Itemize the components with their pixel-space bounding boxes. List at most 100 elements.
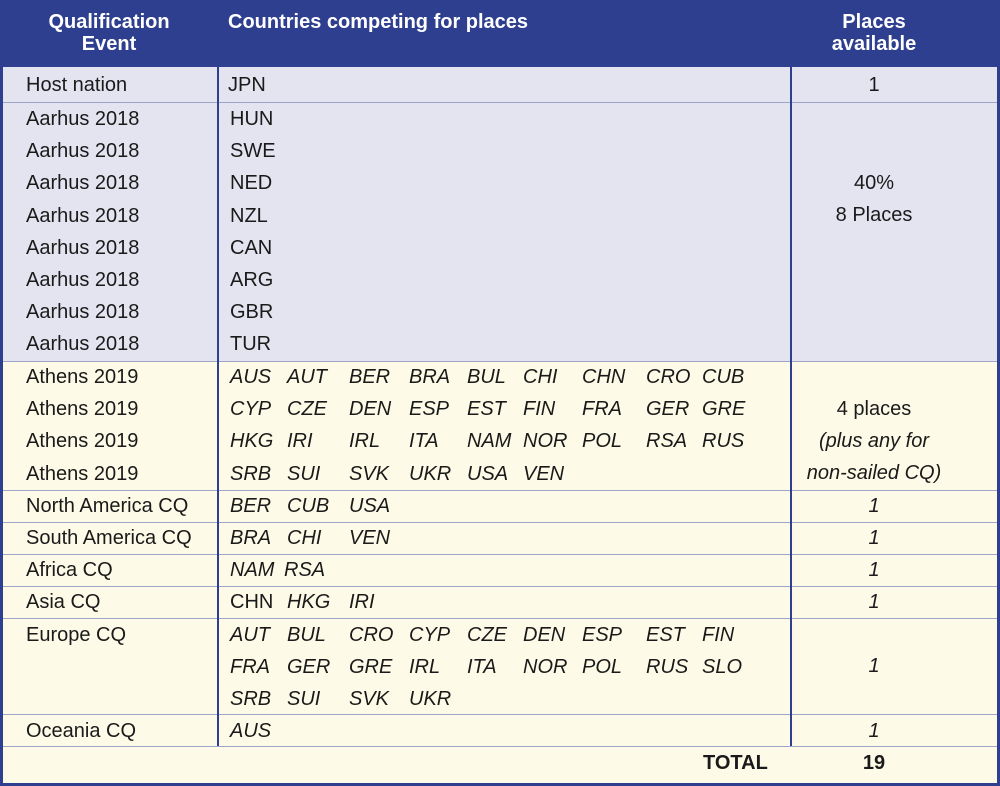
host-places: 1	[868, 74, 880, 96]
header-event-line1: Qualification	[48, 11, 170, 33]
header-places-line1: Places	[842, 11, 906, 33]
europe-country: SRB	[230, 688, 272, 710]
aarhus-country: HUN	[230, 108, 274, 130]
athens-country: ITA	[409, 430, 439, 453]
row-divider	[3, 361, 997, 362]
athens-country: EST	[467, 398, 506, 421]
row-divider	[3, 714, 997, 715]
athens-country: SVK	[349, 462, 390, 485]
row-divider	[3, 522, 997, 523]
continental-places: 1	[868, 527, 880, 549]
aarhus-event: Aarhus 2018	[26, 236, 140, 259]
athens-country: RSA	[646, 430, 688, 453]
europe-country: FIN	[702, 624, 735, 646]
europe-places: 1	[868, 655, 880, 677]
aarhus-country: TUR	[230, 333, 272, 356]
athens-places-line2: (plus any for	[818, 430, 930, 452]
oceania-places: 1	[868, 720, 880, 742]
athens-country: SUI	[287, 462, 321, 485]
europe-country: SUI	[287, 688, 321, 710]
europe-country: RUS	[646, 656, 689, 678]
row-divider	[3, 490, 997, 491]
jury-band	[3, 67, 997, 361]
aarhus-country: ARG	[230, 269, 274, 291]
aarhus-event: Aarhus 2018	[26, 172, 140, 195]
europe-country: GER	[287, 656, 331, 678]
europe-country: POL	[582, 656, 623, 678]
europe-country: IRL	[409, 656, 441, 678]
athens-country: RUS	[702, 430, 745, 453]
aarhus-country: NED	[230, 172, 273, 195]
athens-country: CHI	[523, 366, 558, 388]
athens-country: UKR	[409, 462, 452, 485]
athens-country: FIN	[523, 398, 556, 421]
aarhus-event: Aarhus 2018	[26, 108, 140, 130]
aarhus-event: Aarhus 2018	[26, 204, 140, 227]
row-divider	[3, 554, 997, 555]
europe-country: NOR	[523, 656, 568, 678]
athens-event: Athens 2019	[26, 462, 139, 485]
header-places-line2: available	[831, 33, 917, 55]
continental-country: BRA	[230, 527, 272, 549]
europe-country: CZE	[467, 624, 507, 646]
aarhus-event: Aarhus 2018	[26, 301, 140, 324]
continental-country: HKG	[287, 591, 331, 613]
aarhus-places-percent: 40%	[853, 172, 895, 194]
athens-country: IRI	[287, 430, 313, 453]
continental-event: North America CQ	[26, 495, 189, 517]
aarhus-event: Aarhus 2018	[26, 333, 140, 356]
continental-country: CHI	[287, 527, 322, 549]
continental-event: South America CQ	[26, 527, 192, 549]
continental-places: 1	[868, 591, 880, 613]
athens-country: GRE	[702, 398, 746, 421]
row-divider	[3, 102, 997, 103]
aarhus-country: NZL	[230, 204, 268, 227]
athens-country: BRA	[409, 366, 451, 388]
athens-country: CYP	[230, 398, 272, 421]
athens-places-line1: 4 places	[836, 398, 912, 420]
athens-country: BER	[349, 366, 391, 388]
athens-country: CHN	[582, 366, 626, 388]
continental-event: Africa CQ	[26, 559, 113, 581]
aarhus-event: Aarhus 2018	[26, 269, 140, 291]
continental-places: 1	[868, 559, 880, 581]
athens-country: ESP	[409, 398, 450, 421]
continental-country: CHN	[230, 591, 274, 613]
continental-places: 1	[868, 495, 880, 517]
athens-country: AUS	[230, 366, 272, 388]
continental-band	[3, 361, 997, 783]
athens-country: NOR	[523, 430, 568, 453]
header-event: Qualification Event	[3, 11, 215, 55]
athens-country: CRO	[646, 366, 691, 388]
europe-country: ITA	[467, 656, 497, 678]
continental-country: BER	[230, 495, 272, 517]
europe-country: SVK	[349, 688, 390, 710]
athens-country: VEN	[523, 462, 565, 485]
europe-country: CYP	[409, 624, 451, 646]
aarhus-places-count: 8 Places	[835, 204, 913, 226]
continental-country: NAM	[230, 559, 275, 581]
athens-country: CUB	[702, 366, 745, 388]
oceania-country: AUS	[230, 720, 272, 742]
athens-country: USA	[467, 462, 509, 485]
europe-country: CRO	[349, 624, 394, 646]
row-divider	[3, 586, 997, 587]
athens-event: Athens 2019	[26, 430, 139, 453]
europe-country: AUT	[230, 624, 270, 646]
continental-country: VEN	[349, 527, 391, 549]
continental-event: Asia CQ	[26, 591, 101, 613]
europe-country: FRA	[230, 656, 270, 678]
aarhus-country: SWE	[230, 140, 276, 163]
europe-country: SLO	[702, 656, 743, 678]
row-divider	[3, 618, 997, 619]
total-label: TOTAL	[703, 752, 768, 774]
europe-country: DEN	[523, 624, 566, 646]
athens-country: GER	[646, 398, 690, 421]
row-divider	[3, 746, 997, 747]
continental-country: USA	[349, 495, 391, 517]
europe-country: ESP	[582, 624, 623, 646]
europe-country: BUL	[287, 624, 326, 646]
oceania-event: Oceania CQ	[26, 720, 137, 742]
header-places: Places available	[790, 11, 958, 55]
